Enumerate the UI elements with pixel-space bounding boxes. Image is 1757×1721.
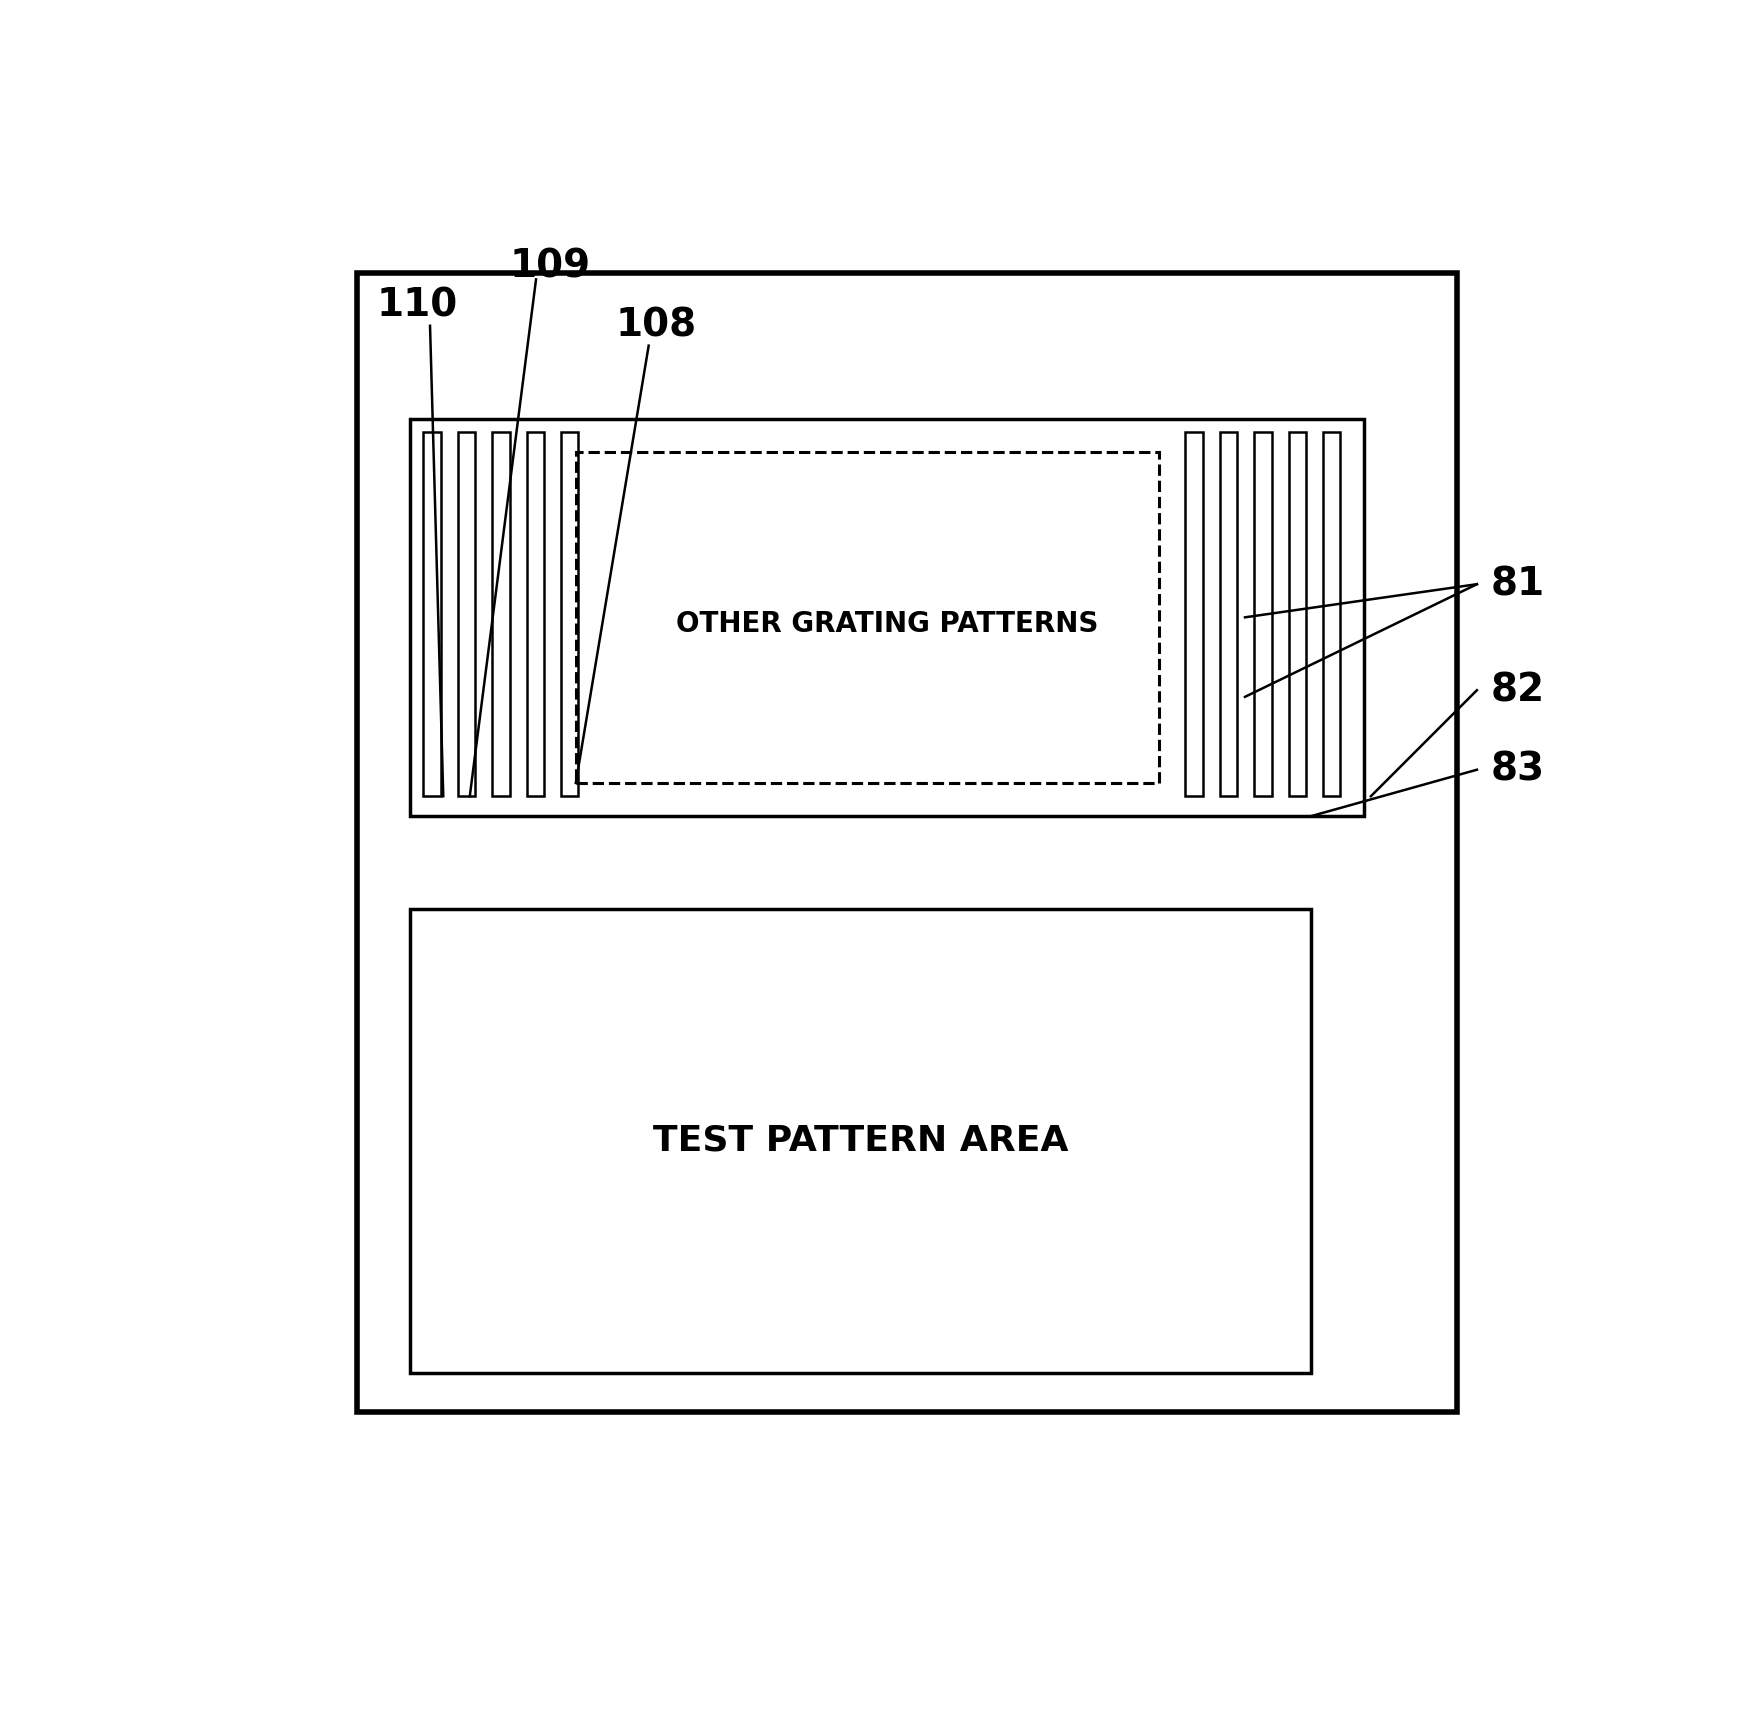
Bar [409, 909, 1311, 1373]
Bar [1288, 432, 1305, 797]
Bar [1186, 432, 1202, 797]
Bar [492, 432, 510, 797]
Text: 82: 82 [1490, 671, 1544, 709]
Bar [357, 272, 1457, 1413]
Bar [527, 432, 545, 797]
Bar [560, 432, 578, 797]
Bar [423, 432, 441, 797]
Text: 109: 109 [510, 248, 590, 286]
Bar [576, 451, 1160, 783]
Bar [1219, 432, 1237, 797]
Bar [459, 432, 474, 797]
Text: OTHER GRATING PATTERNS: OTHER GRATING PATTERNS [676, 609, 1098, 638]
Text: TEST PATTERN AREA: TEST PATTERN AREA [654, 1124, 1068, 1158]
Bar [409, 418, 1363, 816]
Text: 108: 108 [615, 306, 698, 344]
Text: 83: 83 [1490, 750, 1544, 788]
Bar [1254, 432, 1272, 797]
Text: 110: 110 [378, 287, 459, 325]
Bar [1323, 432, 1341, 797]
Text: 81: 81 [1490, 564, 1544, 602]
